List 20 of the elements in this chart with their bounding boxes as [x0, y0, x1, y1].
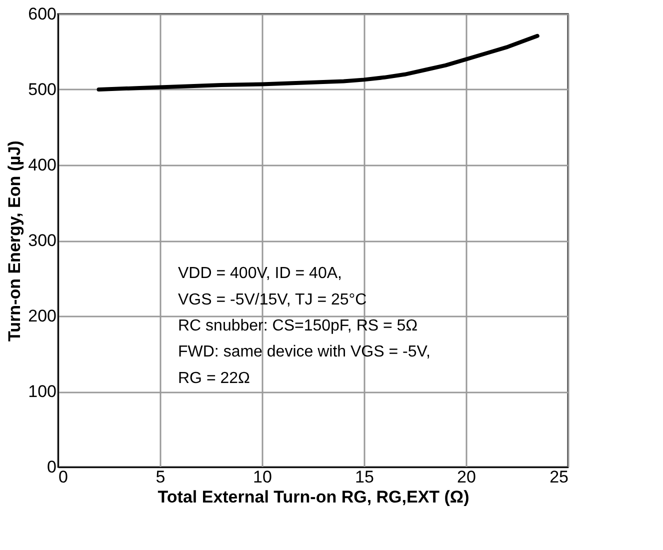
y-tick-label: 100: [28, 382, 56, 401]
y-axis-title: Turn-on Energy, Eon (µJ): [5, 140, 24, 342]
x-tick-label: 25: [550, 468, 568, 486]
y-tick-label: 400: [28, 156, 56, 174]
y-tick-label: 500: [28, 80, 56, 99]
annotation: VGS = -5V/15V, TJ = 25°C: [178, 291, 367, 308]
y-tick-label: 300: [28, 231, 56, 250]
x-axis-title: Total External Turn-on RG, RG,EXT (Ω): [158, 488, 470, 506]
x-tick-label: 10: [253, 468, 272, 486]
x-tick-label: 0: [58, 468, 68, 486]
annotation: FWD: same device with VGS = -5V,: [178, 344, 430, 361]
y-tick-label: 600: [28, 4, 56, 24]
x-tick-label: 15: [355, 468, 374, 486]
annotation: RG = 22Ω: [178, 370, 250, 387]
x-tick-label: 5: [156, 468, 166, 486]
annotation: VDD = 400V, ID = 40A,: [178, 265, 342, 282]
y-tick-label: 200: [28, 306, 56, 326]
x-tick-label: 20: [457, 468, 476, 486]
annotation: RC snubber: CS=150pF, RS = 5Ω: [178, 318, 418, 334]
line-series: [96, 34, 540, 92]
